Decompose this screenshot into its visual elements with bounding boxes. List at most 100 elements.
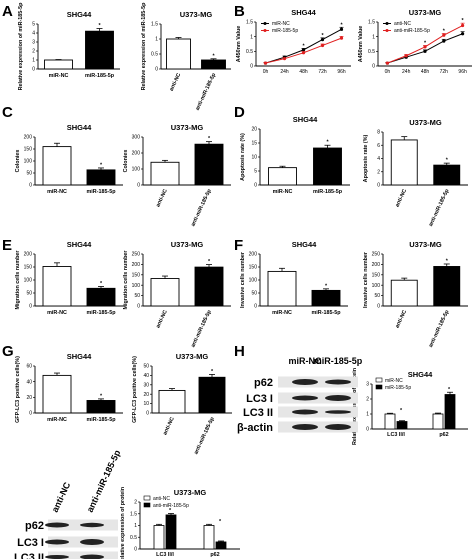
y-tick-label: 1 — [32, 58, 35, 64]
blot-band — [325, 410, 351, 414]
x-tick-label: miR-185-5p — [86, 310, 116, 316]
y-tick-label: 3 — [366, 382, 369, 388]
chart-title: SHG44 — [67, 240, 92, 249]
y-tick-label: 0 — [146, 411, 149, 417]
blot-row-label: p62 — [25, 520, 44, 532]
y-tick-label: 8 — [377, 130, 380, 136]
bar — [158, 389, 186, 414]
panel-letter-g: G — [2, 343, 14, 360]
x-tick-label: anti-NC — [162, 416, 176, 436]
y-tick-label: 50 — [26, 291, 32, 297]
data-point — [442, 33, 446, 37]
x-tick-label: miR-NC — [47, 417, 67, 423]
y-tick-label: 20 — [251, 127, 257, 133]
chart-b2: 0 0.5 1 1.5 U373-MG A450nm Value 0h 24h 48h 72h 96… — [358, 8, 472, 75]
chart-title: U373-MG — [409, 8, 442, 17]
significance-mark: * — [219, 519, 222, 525]
blot-band — [45, 539, 69, 545]
x-tick-label: anti-miR-185-5p — [428, 309, 451, 349]
y-tick-label: 1 — [366, 412, 369, 418]
y-tick-label: 15 — [251, 141, 257, 147]
blot-band — [325, 379, 351, 385]
y-tick-label: 150 — [132, 272, 141, 278]
y-tick-label: 0 — [137, 304, 140, 310]
bar — [267, 270, 297, 307]
y-tick-label: 200 — [132, 151, 141, 157]
x-tick-label: miR-185-5p — [85, 73, 115, 79]
significance-mark: * — [211, 369, 214, 375]
x-tick-label: miR-NC — [272, 310, 292, 316]
bar — [194, 266, 224, 307]
blot-band — [80, 539, 104, 545]
x-tick-label: miR-NC — [49, 73, 69, 79]
y-axis-label: GFP-LC3 positive cells(%) — [15, 356, 21, 423]
significance-mark: * — [98, 23, 101, 29]
x-tick-label: miR-NC — [47, 189, 67, 195]
y-axis-label: Migration cells number — [123, 250, 129, 310]
panel-letter-c: C — [2, 104, 13, 121]
bar — [198, 376, 226, 414]
significance-mark: * — [208, 259, 211, 265]
chart-title: SHG44 — [408, 370, 433, 379]
significance-mark: * — [321, 33, 324, 39]
y-tick-label: 0.5 — [130, 535, 137, 541]
blot-strip — [48, 551, 118, 559]
data-point — [282, 57, 287, 61]
y-tick-label: 50 — [143, 364, 149, 370]
bar — [165, 514, 177, 550]
data-point — [339, 36, 344, 40]
x-tick-label: anti-NC — [395, 188, 409, 208]
y-tick-label: 1.5 — [246, 20, 253, 26]
y-tick-label: 200 — [132, 262, 141, 268]
x-tick-label: 24h — [402, 69, 411, 75]
blot-band — [292, 424, 318, 430]
y-tick-label: 100 — [249, 278, 258, 284]
y-tick-label: 150 — [249, 265, 258, 271]
legend-marker — [385, 29, 389, 32]
significance-mark: * — [100, 393, 103, 399]
chart-title: U373-MG — [176, 352, 209, 361]
y-tick-label: 60 — [26, 364, 32, 370]
data-point — [442, 39, 446, 43]
bar — [433, 266, 461, 307]
significance-mark: * — [446, 158, 449, 164]
y-tick-label: 2 — [134, 500, 137, 506]
data-point — [423, 45, 427, 49]
bar — [150, 161, 180, 186]
y-tick-label: 1 — [372, 34, 375, 40]
data-point — [461, 32, 465, 36]
bar — [390, 279, 418, 307]
x-tick-label: p62 — [210, 552, 219, 558]
y-axis-label: Relative expression of miR-185-5p — [141, 2, 147, 90]
blot-band — [292, 409, 318, 415]
chart-title: U373-MG — [171, 240, 204, 249]
y-axis-label: Invasive cells number — [363, 251, 369, 308]
panel-letter-a: A — [2, 3, 13, 20]
y-tick-label: 2 — [32, 49, 35, 55]
chart-e1: 0 50 100 150 200 SHG44 Migration cells number m… — [15, 240, 123, 316]
y-tick-label: 2 — [366, 397, 369, 403]
y-tick-label: 0 — [377, 304, 380, 310]
chart-title: U373-MG — [409, 118, 442, 127]
chart-title: SHG44 — [67, 10, 92, 19]
significance-mark: * — [340, 22, 343, 28]
bar — [44, 59, 73, 70]
bar — [444, 394, 456, 430]
legend-label: miR-185-5p — [385, 385, 411, 391]
chart-c1: 0 50 100 150 200 SHG44 Colonies miR-NC * miR-185-… — [15, 123, 123, 195]
y-axis-label: A450nm Value — [236, 26, 242, 63]
y-tick-label: 10 — [251, 155, 257, 161]
y-tick-label: 0.5 — [151, 52, 158, 58]
significance-mark: * — [443, 28, 446, 34]
y-tick-label: 10 — [143, 401, 149, 407]
blot-band — [325, 395, 351, 401]
blot-band — [45, 555, 69, 559]
chart-d2: 0 2 4 6 8 U373-MG Apoptosis rate (%) anti-NC * an… — [363, 118, 468, 228]
x-tick-label: miR-185-5p — [313, 189, 343, 195]
significance-mark: * — [448, 387, 451, 393]
bar — [215, 541, 227, 550]
chart-f2: 0 50 100 150 200 250 U373-MG Invasive cells num… — [363, 240, 468, 349]
y-tick-label: 0 — [137, 183, 140, 189]
x-tick-label: miR-185-5p — [311, 310, 341, 316]
bar — [42, 266, 72, 307]
